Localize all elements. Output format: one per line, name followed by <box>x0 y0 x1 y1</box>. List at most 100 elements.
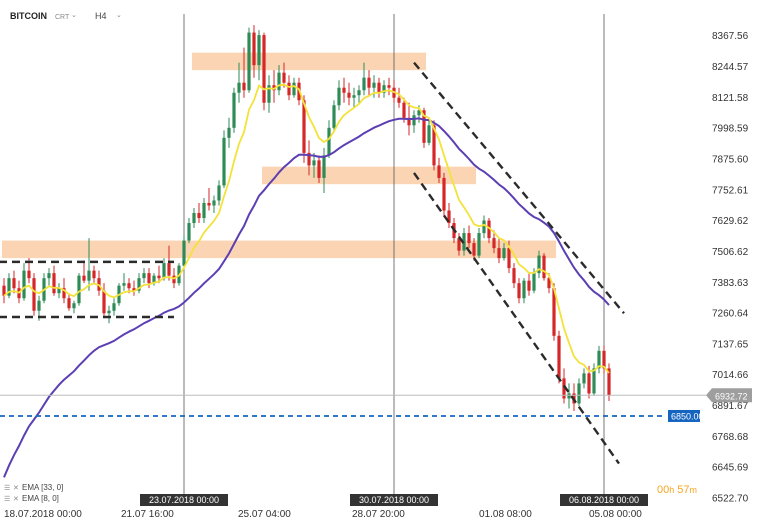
candle <box>377 77 381 98</box>
candle-body <box>287 82 291 96</box>
candle-body <box>502 248 506 259</box>
chevron-down-icon[interactable]: ⌄ <box>116 12 122 19</box>
candle-body <box>492 238 496 249</box>
zone-rect <box>262 166 476 185</box>
candle <box>182 235 186 269</box>
candle-body <box>77 275 81 304</box>
timer-hours: 00 <box>657 484 669 496</box>
y-tick-label: 7629.62 <box>712 216 749 227</box>
candle-body <box>57 288 61 294</box>
candle <box>427 120 431 146</box>
candle <box>197 202 201 224</box>
candle-body <box>92 270 96 279</box>
close-icon[interactable]: ✕ <box>13 485 19 492</box>
candle <box>467 225 471 249</box>
candle-body <box>507 248 511 269</box>
candle-body <box>482 220 486 234</box>
time-marker-label: 30.07.2018 00:00 <box>359 495 429 505</box>
candle-body <box>377 82 381 93</box>
candle <box>82 260 86 284</box>
candle-body <box>107 310 111 314</box>
candle-body <box>487 220 491 239</box>
legend-ema-fast[interactable]: EMA [8, 0] <box>22 494 59 503</box>
candle-body <box>417 110 421 116</box>
legend-ema-slow[interactable]: EMA [33, 0] <box>22 483 63 492</box>
candle-body <box>2 285 6 296</box>
candle-body <box>457 238 461 251</box>
candle <box>362 62 366 96</box>
y-axis[interactable]: 8367.56 8244.57 8121.58 7998.59 7875.60 7752.… <box>706 31 752 505</box>
candle <box>387 77 391 96</box>
candle <box>157 265 161 284</box>
candle <box>437 157 441 183</box>
candle <box>167 245 171 281</box>
candle <box>242 47 246 98</box>
y-tick-label: 7014.66 <box>712 370 749 381</box>
menu-icon[interactable]: ☰ <box>4 496 10 503</box>
candle-body <box>142 273 146 279</box>
candle-body <box>82 275 86 281</box>
zone-rect <box>2 240 556 259</box>
chart-type-label[interactable]: CRT <box>55 14 70 21</box>
candle <box>132 280 136 296</box>
menu-icon[interactable]: ☰ <box>4 485 10 492</box>
candle <box>252 25 256 78</box>
candle-body <box>312 160 316 166</box>
candle-body <box>27 270 31 279</box>
timeframe-label[interactable]: H4 <box>95 11 107 21</box>
candle <box>552 283 556 341</box>
candle <box>97 270 101 296</box>
candle-body <box>477 233 481 256</box>
x-tick-label: 25.07 04:00 <box>238 509 291 520</box>
candle-body <box>217 185 221 201</box>
ema-fast-line <box>3 83 610 374</box>
y-tick-label: 7998.59 <box>712 124 749 135</box>
candle <box>372 75 376 98</box>
candle-body <box>187 223 191 241</box>
time-marker-tag <box>350 494 438 506</box>
candle <box>352 87 356 108</box>
candle-body <box>202 202 206 219</box>
y-tick-label: 6645.69 <box>712 463 749 474</box>
candle <box>202 197 206 224</box>
candle-body <box>367 77 371 88</box>
candle-body <box>557 335 561 379</box>
candle <box>212 195 216 214</box>
candle-body <box>567 393 571 399</box>
candle-body <box>197 213 201 219</box>
candle-body <box>302 100 306 153</box>
candle-body <box>72 303 76 309</box>
candle <box>122 273 126 291</box>
y-tick-label: 7752.61 <box>712 185 749 196</box>
y-tick-label: 6522.70 <box>712 494 749 505</box>
y-tick-label: 6768.68 <box>712 432 749 443</box>
candle <box>482 215 486 239</box>
candle-body <box>112 303 116 311</box>
candle-body <box>37 300 41 311</box>
candle <box>537 250 541 279</box>
indicator-legend[interactable]: ☰ ✕ EMA [33, 0] ☰ ✕ EMA [8, 0] <box>4 483 63 503</box>
candle <box>247 27 251 93</box>
chart-header: BITCOIN CRT ⌄ H4 ⌄ <box>10 11 122 21</box>
candle <box>397 87 401 108</box>
timer-minutes-unit: m <box>690 485 698 495</box>
candle-body <box>292 82 296 96</box>
candle-body <box>172 275 176 284</box>
candle-body <box>597 350 601 369</box>
candle <box>22 263 26 301</box>
symbol-label[interactable]: BITCOIN <box>10 11 47 21</box>
candle-body <box>192 213 196 224</box>
chevron-down-icon[interactable]: ⌄ <box>71 12 77 19</box>
current-price-label: 6932.72 <box>715 391 748 401</box>
candle-body <box>257 35 261 66</box>
candle <box>317 155 321 183</box>
candle-body <box>32 278 36 311</box>
candle-body <box>437 165 441 178</box>
y-tick-label: 7506.62 <box>712 247 749 258</box>
close-icon[interactable]: ✕ <box>13 496 19 503</box>
candle <box>302 95 306 163</box>
x-axis[interactable]: 18.07.2018 00:00 21.07 16:00 25.07 04:00 28… <box>4 494 648 520</box>
candle <box>527 273 531 296</box>
candle-body <box>357 90 361 96</box>
